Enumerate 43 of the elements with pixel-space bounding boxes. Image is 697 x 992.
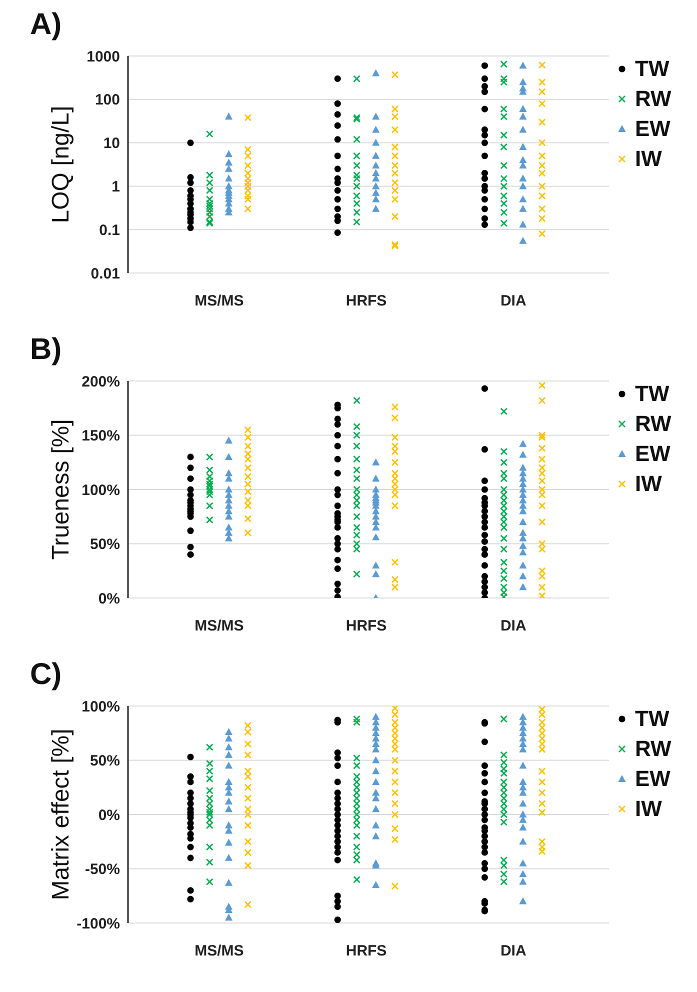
- legend-label: IW: [635, 146, 662, 172]
- y-tick-label: 1: [112, 178, 120, 196]
- chart-title: C): [30, 658, 62, 692]
- legend-label: EW: [635, 766, 670, 792]
- y-tick-label: 100: [94, 92, 120, 109]
- y-tick-label: 0.01: [90, 265, 120, 282]
- legend-label: RW: [635, 736, 672, 762]
- y-tick-label: 0%: [98, 806, 120, 824]
- legend-label: TW: [635, 706, 670, 732]
- x-tick-label: DIA: [500, 618, 526, 635]
- y-axis-title: LOQ [ng/L]: [48, 106, 75, 224]
- y-axis-title: Matrix effect [%]: [48, 728, 75, 900]
- y-tick-label: 10: [103, 135, 120, 152]
- y-tick-label: 0%: [98, 590, 120, 608]
- legend-label: TW: [635, 56, 670, 82]
- y-tick-label: 100%: [82, 482, 120, 499]
- x-tick-label: MS/MS: [194, 292, 244, 310]
- x-tick-label: HRFS: [346, 292, 387, 310]
- y-tick-label: 50%: [90, 536, 120, 554]
- y-tick-label: -50%: [84, 861, 120, 878]
- chart-title: A): [30, 8, 62, 42]
- y-tick-label: 50%: [90, 752, 120, 770]
- legend-label: EW: [635, 441, 670, 467]
- y-tick-label: -100%: [76, 915, 120, 932]
- chart-title: B): [30, 333, 62, 367]
- x-tick-label: HRFS: [346, 942, 387, 960]
- x-tick-label: DIA: [500, 942, 526, 960]
- legend-label: EW: [635, 116, 670, 142]
- y-axis-title: Trueness [%]: [48, 419, 75, 560]
- y-tick-label: 1000: [86, 48, 120, 66]
- y-tick-label: 150%: [82, 428, 120, 445]
- y-tick-label: 100%: [82, 698, 120, 716]
- y-tick-label: 0.1: [99, 222, 120, 239]
- y-tick-label: 200%: [82, 373, 120, 390]
- legend-label: RW: [635, 411, 672, 437]
- legend-label: RW: [635, 86, 672, 112]
- legend-label: IW: [635, 796, 662, 822]
- x-tick-label: HRFS: [346, 618, 387, 635]
- legend-label: IW: [635, 471, 662, 497]
- x-tick-label: MS/MS: [194, 942, 244, 960]
- legend-label: TW: [635, 381, 670, 407]
- x-tick-label: MS/MS: [194, 618, 244, 635]
- x-tick-label: DIA: [500, 292, 526, 310]
